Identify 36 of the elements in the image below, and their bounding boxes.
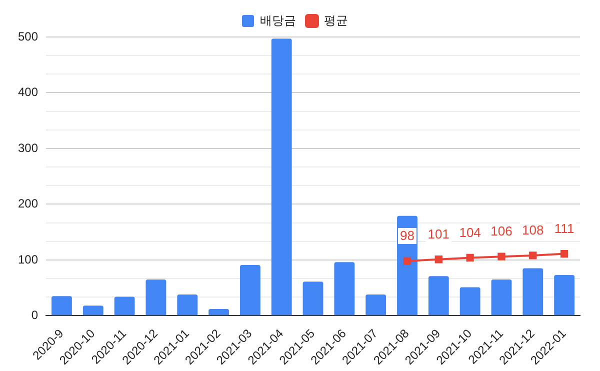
point — [434, 256, 442, 264]
bar — [146, 279, 166, 316]
y-tick-label: 300 — [18, 140, 38, 155]
bar — [52, 296, 72, 316]
data-label: 111 — [554, 220, 574, 236]
y-tick-label: 0 — [31, 308, 38, 322]
bar — [114, 296, 135, 316]
data-label: 98 — [400, 228, 414, 244]
bar — [82, 306, 104, 316]
bar — [334, 262, 355, 316]
point — [560, 250, 568, 258]
data-label: 106 — [490, 224, 512, 239]
point — [498, 252, 506, 260]
bar — [522, 268, 544, 316]
data-label: 104 — [459, 224, 481, 240]
bar — [302, 282, 324, 316]
bar — [271, 38, 292, 316]
data-label: 108 — [522, 222, 544, 238]
bar — [554, 274, 575, 316]
bar — [208, 308, 229, 316]
bar — [428, 276, 449, 316]
legend-label: 평균 — [324, 13, 348, 28]
bar — [491, 279, 512, 316]
bar — [177, 294, 198, 316]
bar — [366, 294, 386, 316]
data-label: 101 — [428, 226, 450, 242]
y-tick-label: 100 — [18, 252, 38, 266]
bar — [240, 264, 260, 316]
y-tick-label: 200 — [18, 196, 38, 211]
y-tick-label: 500 — [18, 29, 38, 44]
y-tick-label: 400 — [18, 85, 38, 100]
bar — [460, 287, 480, 316]
legend-label: 배당금 — [260, 13, 296, 28]
point — [466, 254, 474, 262]
point — [529, 252, 537, 260]
point — [403, 257, 412, 265]
